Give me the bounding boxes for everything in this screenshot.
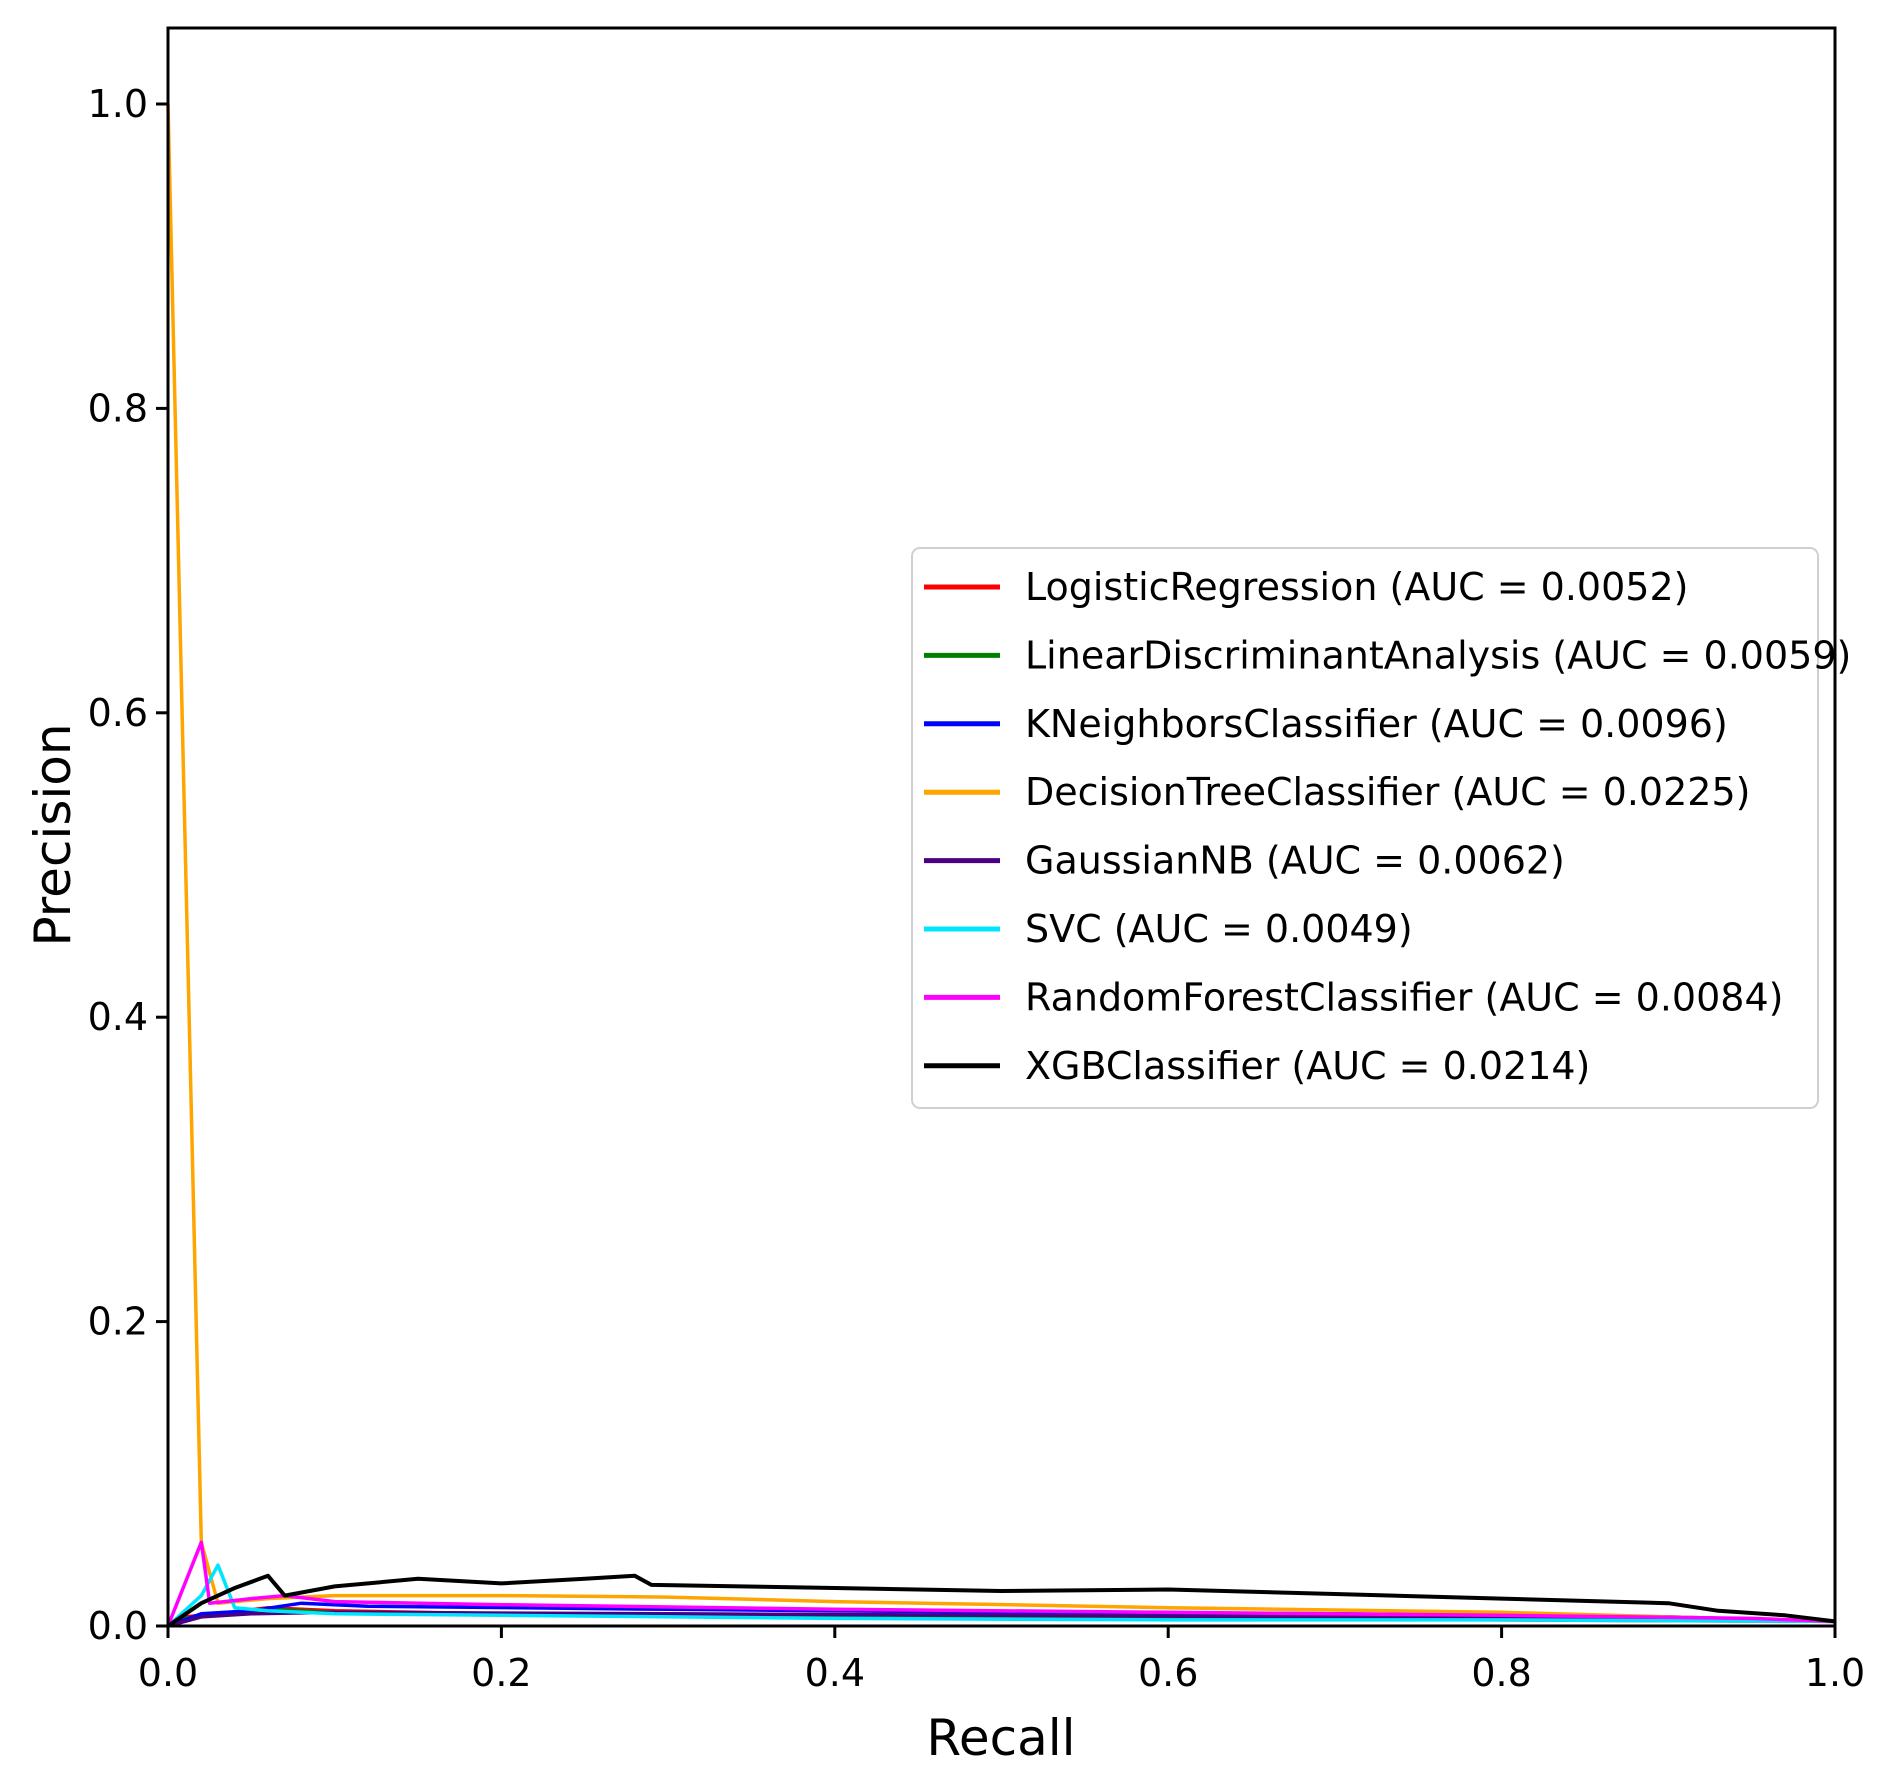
x-tick-label-0: 0.0 [138,1651,198,1695]
series-line-3 [166,103,1836,1624]
y-tick-label-4: 0.8 [88,386,148,430]
y-tick-label-1: 0.2 [88,1300,148,1344]
legend-label-0: LogisticRegression (AUC = 0.0052) [1025,565,1688,609]
x-tick-label-4: 0.8 [1471,1651,1531,1695]
y-axis-label: Precision [24,723,82,946]
x-tick-label-1: 0.2 [471,1651,531,1695]
legend-label-7: XGBClassifier (AUC = 0.0214) [1025,1044,1590,1088]
x-tick-label-5: 1.0 [1805,1651,1865,1695]
y-tick-label-3: 0.6 [88,691,148,735]
y-axis-ticks: 0.0 0.2 0.4 0.6 0.8 1.0 [88,82,168,1648]
legend-label-3: DecisionTreeClassifier (AUC = 0.0225) [1025,770,1750,814]
y-tick-label-2: 0.4 [88,995,148,1039]
legend-label-1: LinearDiscriminantAnalysis (AUC = 0.0059… [1025,633,1851,677]
x-axis-label: Recall [926,1709,1075,1767]
series-line-6 [166,1540,1836,1627]
legend-label-2: KNeighborsClassifier (AUC = 0.0096) [1025,702,1728,746]
series-layer [166,103,1836,1628]
y-tick-label-5: 1.0 [88,82,148,126]
legend-label-5: SVC (AUC = 0.0049) [1025,907,1413,951]
plot-frame [166,26,1837,1628]
legend-label-4: GaussianNB (AUC = 0.0062) [1025,839,1565,883]
series-line-7 [166,1573,1836,1628]
series-line-5 [166,1563,1836,1628]
x-axis-ticks: 0.0 0.2 0.4 0.6 0.8 1.0 [138,1626,1865,1695]
legend: LogisticRegression (AUC = 0.0052) LinearD… [911,547,1851,1109]
legend-label-6: RandomForestClassifier (AUC = 0.0084) [1025,975,1783,1019]
x-tick-label-3: 0.6 [1138,1651,1198,1695]
y-tick-label-0: 0.0 [88,1604,148,1648]
legend-box [911,547,1819,1109]
x-tick-label-2: 0.4 [805,1651,865,1695]
series-line-4 [167,1610,1836,1628]
